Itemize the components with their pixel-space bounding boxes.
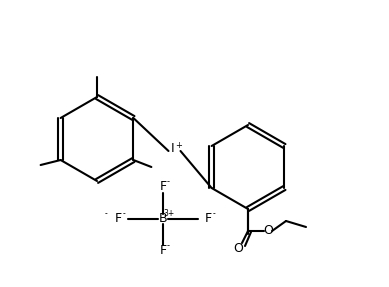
Text: F: F bbox=[205, 212, 212, 226]
Text: +: + bbox=[175, 141, 182, 150]
Text: -: - bbox=[105, 210, 107, 218]
Text: -: - bbox=[123, 210, 125, 218]
Text: F: F bbox=[159, 245, 166, 257]
Text: O: O bbox=[233, 243, 243, 255]
Text: F: F bbox=[159, 181, 166, 193]
Text: O: O bbox=[263, 224, 273, 238]
Text: I: I bbox=[171, 143, 174, 156]
Text: -: - bbox=[213, 210, 216, 218]
Text: B: B bbox=[159, 212, 167, 226]
Text: F: F bbox=[114, 212, 121, 226]
Text: -: - bbox=[166, 241, 170, 251]
Text: 3+: 3+ bbox=[163, 210, 175, 218]
Text: -: - bbox=[166, 177, 170, 187]
